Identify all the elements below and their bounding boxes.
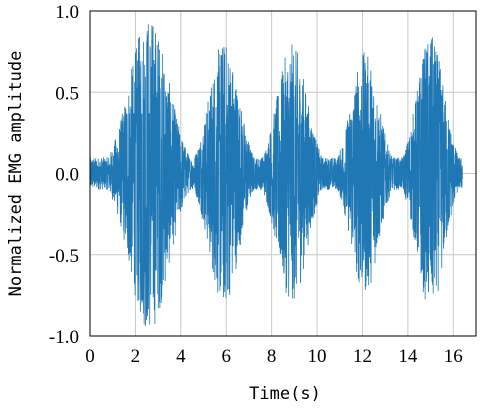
x-tick-label: 16 <box>444 346 463 367</box>
x-tick-label: 2 <box>131 346 141 367</box>
y-tick-label: -1.0 <box>49 327 79 348</box>
y-tick-label: 0.0 <box>55 165 79 186</box>
x-tick-label: 4 <box>176 346 186 367</box>
y-tick-label: 0.5 <box>55 83 79 104</box>
y-axis-label: Normalized EMG amplitude <box>6 51 26 297</box>
x-tick-label: 6 <box>221 346 231 367</box>
x-tick-label: 10 <box>308 346 327 367</box>
emg-signal-series <box>89 24 463 327</box>
x-axis-label: Time(s) <box>249 384 321 404</box>
x-tick-labels: 0 2 4 6 8 10 12 14 16 <box>85 346 463 367</box>
emg-signal-line <box>89 24 463 327</box>
x-tick-label: 0 <box>85 346 95 367</box>
plot-frame <box>89 10 477 337</box>
y-tick-label: -0.5 <box>49 246 79 267</box>
y-tick-label: 1.0 <box>55 2 79 23</box>
x-tick-label: 14 <box>398 346 418 367</box>
y-tick-labels: 1.0 0.5 0.0 -0.5 -1.0 <box>49 2 79 348</box>
x-tick-label: 12 <box>353 346 372 367</box>
x-tick-label: 8 <box>267 346 277 367</box>
